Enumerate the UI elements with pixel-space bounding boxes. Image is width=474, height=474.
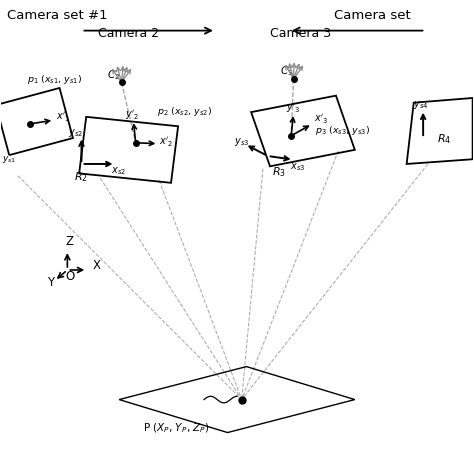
Text: $p_3$ ($x_{s3}$, $y_{s3}$): $p_3$ ($x_{s3}$, $y_{s3}$) <box>315 124 370 137</box>
Text: $C_2$: $C_2$ <box>108 69 120 82</box>
Text: $x_{s3}$: $x_{s3}$ <box>290 161 306 173</box>
Text: $y_{s3}$: $y_{s3}$ <box>234 136 249 148</box>
Text: Camera 2: Camera 2 <box>98 27 159 40</box>
Text: $C_3$: $C_3$ <box>280 64 294 78</box>
Text: $R_3$: $R_3$ <box>273 165 286 179</box>
Text: Camera 3: Camera 3 <box>270 27 331 40</box>
Text: Camera set: Camera set <box>334 9 410 22</box>
Text: $x_{s2}$: $x_{s2}$ <box>111 165 126 177</box>
Text: O: O <box>65 270 74 283</box>
Text: $p_1$ ($x_{s1}$, $y_{s1}$): $p_1$ ($x_{s1}$, $y_{s1}$) <box>27 73 82 86</box>
Text: $y_{s4}$: $y_{s4}$ <box>413 100 428 111</box>
Text: Y: Y <box>47 275 55 289</box>
Text: P ($X_P$, $Y_P$, $Z_P$): P ($X_P$, $Y_P$, $Z_P$) <box>143 421 209 435</box>
Text: $x'_3$: $x'_3$ <box>314 113 328 126</box>
Text: $R_4$: $R_4$ <box>438 132 452 146</box>
Text: $y_{s2}$: $y_{s2}$ <box>68 127 83 139</box>
Text: Camera set #1: Camera set #1 <box>7 9 108 22</box>
Text: $y_{s1}$: $y_{s1}$ <box>2 154 17 164</box>
Text: $x'_2$: $x'_2$ <box>159 136 173 149</box>
Text: X: X <box>93 259 101 272</box>
Text: $x'_1$: $x'_1$ <box>55 111 70 124</box>
Text: $y'_2$: $y'_2$ <box>125 109 140 122</box>
Text: $R_2$: $R_2$ <box>74 171 88 184</box>
Text: $y'_3$: $y'_3$ <box>285 101 300 115</box>
Text: Z: Z <box>65 236 73 248</box>
Text: $p_2$ ($x_{s2}$, $y_{s2}$): $p_2$ ($x_{s2}$, $y_{s2}$) <box>157 106 212 118</box>
